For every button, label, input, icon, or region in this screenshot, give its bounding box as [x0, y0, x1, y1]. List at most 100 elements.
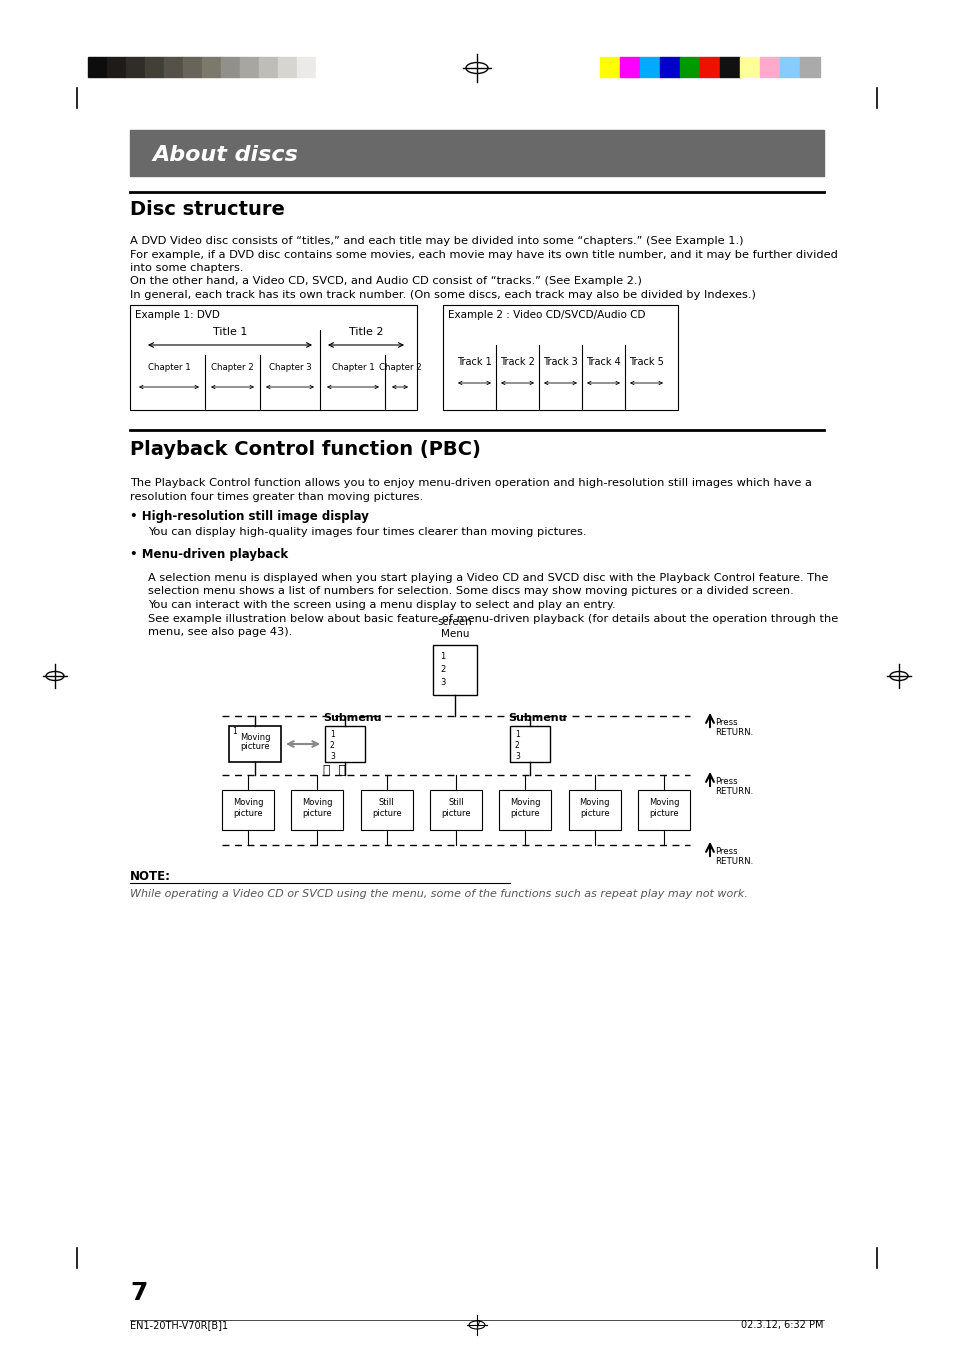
Bar [315, 57, 335, 77]
Text: Title 1: Title 1 [213, 327, 247, 337]
Bar [639, 57, 659, 77]
Text: picture: picture [302, 808, 332, 818]
Bar [325, 726, 365, 763]
Text: Track 1: Track 1 [456, 357, 492, 366]
Text: 3: 3 [439, 677, 445, 687]
Text: menu, see also page 43).: menu, see also page 43). [148, 627, 292, 637]
Text: Still: Still [378, 798, 395, 807]
Bar [442, 306, 678, 410]
Text: Press
RETURN.: Press RETURN. [714, 718, 753, 737]
Text: selection menu shows a list of numbers for selection. Some discs may show moving: selection menu shows a list of numbers f… [148, 587, 793, 596]
Text: Track 5: Track 5 [628, 357, 663, 366]
Bar [145, 57, 164, 77]
Text: picture: picture [510, 808, 539, 818]
Text: 1: 1 [232, 727, 236, 735]
Bar [360, 790, 413, 830]
Bar [202, 57, 221, 77]
Bar [130, 130, 823, 176]
Text: On the other hand, a Video CD, SVCD, and Audio CD consist of “tracks.” (See Exam: On the other hand, a Video CD, SVCD, and… [130, 277, 641, 287]
Bar [164, 57, 183, 77]
Text: ⏮  ⏭: ⏮ ⏭ [323, 764, 346, 777]
Text: 1: 1 [515, 730, 519, 740]
Bar [433, 645, 476, 695]
Bar [659, 57, 679, 77]
Text: Track 2: Track 2 [499, 357, 535, 366]
Text: NOTE:: NOTE: [130, 869, 171, 883]
Bar [221, 57, 240, 77]
Text: 2: 2 [439, 665, 445, 675]
Text: picture: picture [372, 808, 401, 818]
Bar [229, 726, 281, 763]
Text: picture: picture [579, 808, 609, 818]
Text: A DVD Video disc consists of “titles,” and each title may be divided into some “: A DVD Video disc consists of “titles,” a… [130, 237, 742, 246]
Bar [679, 57, 700, 77]
Text: 2: 2 [515, 741, 519, 750]
Text: screen: screen [437, 617, 472, 627]
Text: Chapter 2: Chapter 2 [378, 362, 421, 372]
Bar [183, 57, 202, 77]
Bar [222, 790, 274, 830]
Text: resolution four times greater than moving pictures.: resolution four times greater than movin… [130, 492, 423, 502]
Text: 7: 7 [130, 1280, 147, 1305]
Bar [740, 57, 760, 77]
Bar [599, 57, 619, 77]
Text: You can interact with the screen using a menu display to select and play an entr: You can interact with the screen using a… [148, 600, 615, 610]
Text: Submenu: Submenu [507, 713, 566, 723]
Bar [430, 790, 481, 830]
Text: Track 3: Track 3 [542, 357, 578, 366]
Text: 1: 1 [439, 652, 445, 661]
Bar [277, 57, 296, 77]
Text: Playback Control function (PBC): Playback Control function (PBC) [130, 439, 480, 458]
Text: into some chapters.: into some chapters. [130, 264, 243, 273]
Bar [619, 57, 639, 77]
Text: • High-resolution still image display: • High-resolution still image display [130, 510, 369, 523]
Text: Chapter 2: Chapter 2 [211, 362, 253, 372]
Bar [240, 57, 258, 77]
Text: Submenu: Submenu [323, 713, 381, 723]
Text: 7: 7 [474, 1320, 479, 1330]
Text: • Menu-driven playback: • Menu-driven playback [130, 548, 288, 561]
Text: Press
RETURN.: Press RETURN. [714, 846, 753, 867]
Bar [638, 790, 689, 830]
Text: Moving: Moving [510, 798, 540, 807]
Bar [760, 57, 780, 77]
Bar [568, 790, 620, 830]
Text: Example 1: DVD: Example 1: DVD [135, 310, 219, 320]
Bar [498, 790, 551, 830]
Bar [720, 57, 740, 77]
Text: EN1-20TH-V70R[B]1: EN1-20TH-V70R[B]1 [130, 1320, 228, 1330]
Text: Moving: Moving [578, 798, 609, 807]
Bar [88, 57, 107, 77]
Text: In general, each track has its own track number. (On some discs, each track may : In general, each track has its own track… [130, 289, 755, 300]
Bar [700, 57, 720, 77]
Text: Menu: Menu [440, 629, 469, 639]
Text: Still: Still [448, 798, 463, 807]
Text: Title 2: Title 2 [349, 327, 383, 337]
Text: Disc structure: Disc structure [130, 200, 285, 219]
Text: For example, if a DVD disc contains some movies, each movie may have its own tit: For example, if a DVD disc contains some… [130, 250, 837, 260]
Text: Example 2 : Video CD/SVCD/Audio CD: Example 2 : Video CD/SVCD/Audio CD [448, 310, 645, 320]
Bar [291, 790, 343, 830]
Text: 1: 1 [330, 730, 335, 740]
Text: 2: 2 [330, 741, 335, 750]
Text: picture: picture [233, 808, 262, 818]
Bar [510, 726, 550, 763]
Text: You can display high-quality images four times clearer than moving pictures.: You can display high-quality images four… [148, 527, 586, 537]
Text: Moving: Moving [648, 798, 679, 807]
Text: 3: 3 [330, 752, 335, 761]
Text: picture: picture [240, 742, 270, 752]
Text: Chapter 3: Chapter 3 [269, 362, 311, 372]
Bar [800, 57, 820, 77]
Text: 02.3.12, 6:32 PM: 02.3.12, 6:32 PM [740, 1320, 823, 1330]
Text: About discs: About discs [152, 145, 297, 165]
Text: picture: picture [440, 808, 471, 818]
Text: Chapter 1: Chapter 1 [332, 362, 374, 372]
Text: While operating a Video CD or SVCD using the menu, some of the functions such as: While operating a Video CD or SVCD using… [130, 890, 747, 899]
Text: See example illustration below about basic feature of menu-driven playback (for : See example illustration below about bas… [148, 614, 838, 623]
Text: 3: 3 [515, 752, 519, 761]
Text: Chapter 1: Chapter 1 [148, 362, 191, 372]
Text: Press
RETURN.: Press RETURN. [714, 777, 753, 796]
Bar [126, 57, 145, 77]
Bar [130, 306, 416, 410]
Text: A selection menu is displayed when you start playing a Video CD and SVCD disc wi: A selection menu is displayed when you s… [148, 573, 827, 583]
